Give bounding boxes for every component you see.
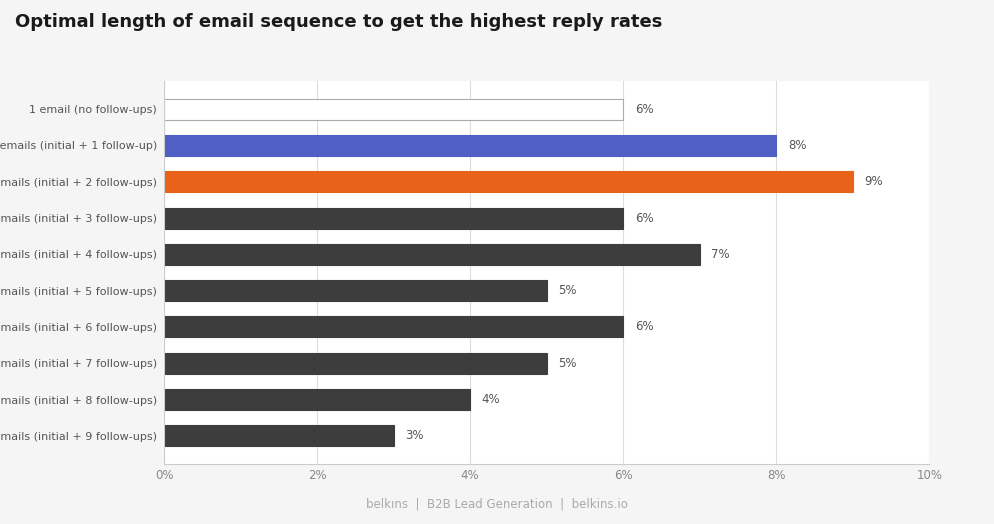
Text: 6%: 6% [635,321,653,333]
Text: 9%: 9% [865,175,883,188]
Text: belkıns  |  B2B Lead Generation  |  belkins.io: belkıns | B2B Lead Generation | belkins.… [366,498,628,510]
Bar [164,389,470,410]
Bar [164,99,623,119]
Text: 6%: 6% [635,212,653,224]
Bar [164,244,700,265]
Text: 5%: 5% [559,284,577,297]
Text: 5%: 5% [559,357,577,370]
Bar [164,425,394,446]
Text: 4%: 4% [482,393,500,406]
Text: Optimal length of email sequence to get the highest reply rates: Optimal length of email sequence to get … [15,13,662,31]
Bar [164,316,623,337]
Text: 7%: 7% [712,248,730,261]
Bar [164,208,623,228]
Text: 6%: 6% [635,103,653,116]
Bar [164,135,776,156]
Bar [164,280,547,301]
Text: 3%: 3% [406,429,423,442]
Bar [164,353,547,374]
Text: 8%: 8% [788,139,806,152]
Bar [164,171,853,192]
